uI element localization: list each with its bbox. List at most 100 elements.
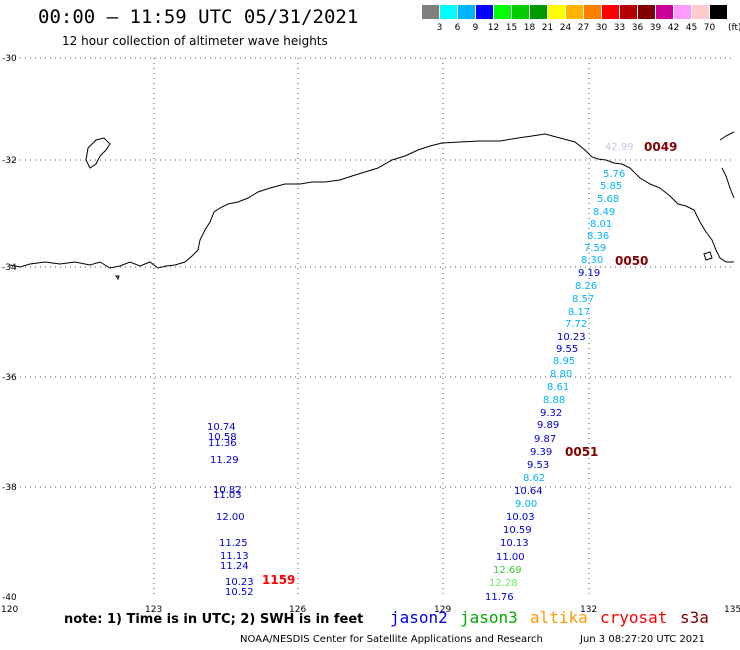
wave-height-value: 8.62: [523, 473, 545, 484]
legend-satellite-altika: altika: [530, 608, 588, 627]
scale-label: 18: [523, 23, 536, 33]
wave-height-value: 5.85: [600, 181, 622, 192]
scale-label: 39: [649, 23, 662, 33]
wave-height-value: 11.24: [220, 561, 249, 572]
wave-height-value: 11.00: [496, 552, 525, 563]
wave-height-value: 8.17: [568, 307, 590, 318]
small-islet-2: [115, 275, 120, 281]
lat-label: -36: [2, 373, 17, 383]
scale-label: 9: [472, 23, 479, 33]
scale-label: 15: [505, 23, 518, 33]
scale-label: 30: [595, 23, 608, 33]
legend-satellite-cryosat: cryosat: [600, 608, 668, 627]
scale-swatch: [674, 5, 691, 19]
scale-label: 6: [454, 23, 461, 33]
wave-height-value: 8.95: [553, 356, 575, 367]
scale-label: 12: [487, 23, 500, 33]
wave-height-value: 7.59: [584, 243, 606, 254]
scale-swatch: [530, 5, 547, 19]
wave-height-value: 10.82: [213, 485, 242, 496]
lon-label: 135: [724, 605, 740, 615]
wave-height-value: 10.03: [506, 512, 535, 523]
scale-label: 42: [667, 23, 680, 33]
wave-height-value: 8.80: [550, 369, 572, 380]
lon-label: 120: [1, 605, 18, 615]
wave-height-value: 9.55: [556, 344, 578, 355]
wave-height-value: 5.68: [597, 194, 619, 205]
lat-label: -40: [2, 593, 17, 603]
scale-swatch: [620, 5, 637, 19]
time-mark: 0049: [644, 140, 677, 154]
scale-unit: (ft): [728, 23, 740, 33]
scale-swatch: [422, 5, 439, 19]
scale-swatch: [656, 5, 673, 19]
scale-swatch: [638, 5, 655, 19]
footer-note: note: 1) Time is in UTC; 2) SWH is in fe…: [64, 612, 364, 627]
wave-height-value: 10.58: [208, 432, 237, 443]
wave-height-value: 5.76: [603, 169, 625, 180]
lon-label: 126: [289, 605, 306, 615]
wave-height-value: 11.03: [213, 490, 242, 501]
scale-label: 27: [577, 23, 590, 33]
legend-satellite-jason3: jason3: [460, 608, 518, 627]
scale-swatch: [548, 5, 565, 19]
wave-height-value: 12.69: [493, 565, 522, 576]
lat-label: -38: [2, 483, 17, 493]
time-mark: 0051: [565, 445, 598, 459]
scale-swatch: [710, 5, 727, 19]
wave-height-value: 9.53: [527, 460, 549, 471]
scale-label: 3: [436, 23, 443, 33]
lat-label: -32: [2, 156, 17, 166]
wave-height-value: 9.87: [534, 434, 556, 445]
wave-height-value: 10.52: [225, 587, 254, 598]
lat-label: -30: [2, 54, 17, 64]
wave-height-value: 8.30: [581, 255, 603, 266]
scale-label: 45: [685, 23, 698, 33]
small-islet: [703, 251, 713, 261]
lon-label: 123: [145, 605, 162, 615]
scale-swatch: [566, 5, 583, 19]
generation-timestamp: Jun 3 08:27:20 UTC 2021: [580, 634, 705, 645]
lon-labels: 120 123 126 129 132 135: [1, 605, 740, 615]
altimeter-track-west: 10.74 10.58 11.36 11.29 10.82 11.03 12.0…: [207, 422, 254, 598]
lon-label: 129: [434, 605, 451, 615]
lat-labels: -30 -32 -34 -36 -38 -40: [2, 54, 17, 603]
map-title: 00:00 – 11:59 UTC 05/31/2021: [38, 6, 359, 28]
coastline-south-australia: [9, 133, 734, 269]
legend-satellite-s3a: s3a: [680, 608, 709, 627]
wave-height-value: 42.99: [605, 142, 634, 153]
wave-height-value: 8.57: [572, 294, 594, 305]
wave-height-value: 11.25: [219, 538, 248, 549]
wave-height-value: 10.74: [207, 422, 236, 433]
time-mark: 0050: [615, 254, 648, 268]
wave-height-value: 10.23: [557, 332, 586, 343]
wave-height-value: 10.64: [514, 486, 543, 497]
scale-swatch: [692, 5, 709, 19]
scale-label: 36: [631, 23, 644, 33]
lat-label: -34: [2, 263, 17, 273]
coastline-north-edge: [719, 131, 735, 141]
wave-height-value: 10.13: [500, 538, 529, 549]
time-mark: 1159: [262, 573, 295, 587]
scale-label: 21: [541, 23, 554, 33]
coastline: [9, 131, 735, 281]
wave-height-value: 9.89: [537, 420, 559, 431]
scale-swatch: [458, 5, 475, 19]
wave-height-value: 8.61: [547, 382, 569, 393]
wave-height-value: 8.26: [575, 281, 597, 292]
map-subtitle: 12 hour collection of altimeter wave hei…: [62, 34, 328, 48]
graticule: [10, 57, 734, 598]
lon-label: 132: [580, 605, 597, 615]
wave-height-value: 11.36: [208, 438, 237, 449]
wave-height-value: 9.32: [540, 408, 562, 419]
scale-swatch: [602, 5, 619, 19]
wave-height-value: 8.36: [587, 231, 609, 242]
wave-height-value: 10.59: [503, 525, 532, 536]
scale-label: 24: [559, 23, 572, 33]
scale-swatch: [476, 5, 493, 19]
wave-height-value: 9.39: [530, 447, 552, 458]
scale-label: 33: [613, 23, 626, 33]
island-recherche: [85, 137, 111, 169]
scale-swatch: [440, 5, 457, 19]
